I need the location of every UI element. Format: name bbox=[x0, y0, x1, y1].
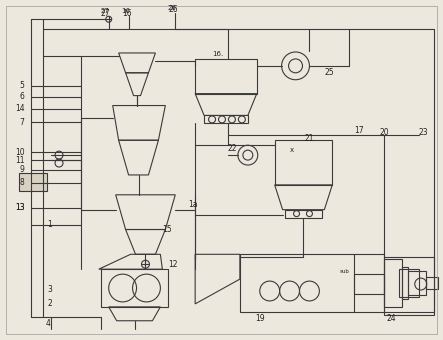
Text: 11: 11 bbox=[16, 156, 25, 165]
Text: 27: 27 bbox=[101, 8, 109, 14]
Text: 13: 13 bbox=[16, 203, 25, 212]
Text: 27: 27 bbox=[101, 9, 110, 18]
Text: 26: 26 bbox=[168, 5, 178, 14]
Text: 6: 6 bbox=[19, 92, 24, 101]
Text: x: x bbox=[290, 147, 294, 153]
Text: 16.: 16. bbox=[212, 51, 223, 57]
Text: 8: 8 bbox=[19, 178, 24, 187]
Bar bbox=[384, 257, 434, 315]
Text: 16: 16 bbox=[122, 8, 131, 14]
Bar bbox=[402, 267, 408, 299]
Bar bbox=[240, 254, 384, 312]
Text: 4: 4 bbox=[46, 319, 51, 328]
Text: 22: 22 bbox=[228, 144, 237, 153]
Bar bbox=[399, 269, 419, 297]
Text: 10: 10 bbox=[16, 148, 25, 157]
Text: 2: 2 bbox=[47, 300, 52, 308]
Text: 13: 13 bbox=[16, 203, 25, 212]
Text: 25: 25 bbox=[324, 68, 334, 77]
Text: 5: 5 bbox=[19, 81, 24, 90]
Bar bbox=[284, 210, 323, 218]
Bar bbox=[195, 59, 257, 94]
Bar bbox=[408, 271, 426, 295]
Bar bbox=[204, 116, 248, 123]
Text: 16: 16 bbox=[123, 9, 132, 18]
Text: 21: 21 bbox=[304, 134, 314, 143]
Text: 15: 15 bbox=[163, 225, 172, 234]
Text: 7: 7 bbox=[19, 118, 24, 127]
Text: 9: 9 bbox=[19, 166, 24, 174]
Text: 23: 23 bbox=[419, 128, 428, 137]
Text: 26: 26 bbox=[167, 5, 176, 11]
Bar bbox=[426, 277, 438, 289]
Bar bbox=[384, 259, 402, 307]
Text: 3: 3 bbox=[47, 285, 52, 293]
Text: 1: 1 bbox=[47, 220, 52, 229]
Bar bbox=[354, 274, 384, 294]
Text: 20: 20 bbox=[379, 128, 389, 137]
Bar bbox=[101, 269, 168, 307]
Text: 24: 24 bbox=[387, 314, 396, 323]
Text: 1a: 1a bbox=[188, 200, 198, 209]
Text: sub: sub bbox=[339, 269, 349, 274]
Bar bbox=[275, 140, 332, 185]
Bar bbox=[19, 173, 47, 191]
Text: 12: 12 bbox=[168, 260, 178, 269]
Text: 17: 17 bbox=[354, 126, 364, 135]
Text: 14: 14 bbox=[16, 104, 25, 113]
Text: 19: 19 bbox=[255, 314, 264, 323]
